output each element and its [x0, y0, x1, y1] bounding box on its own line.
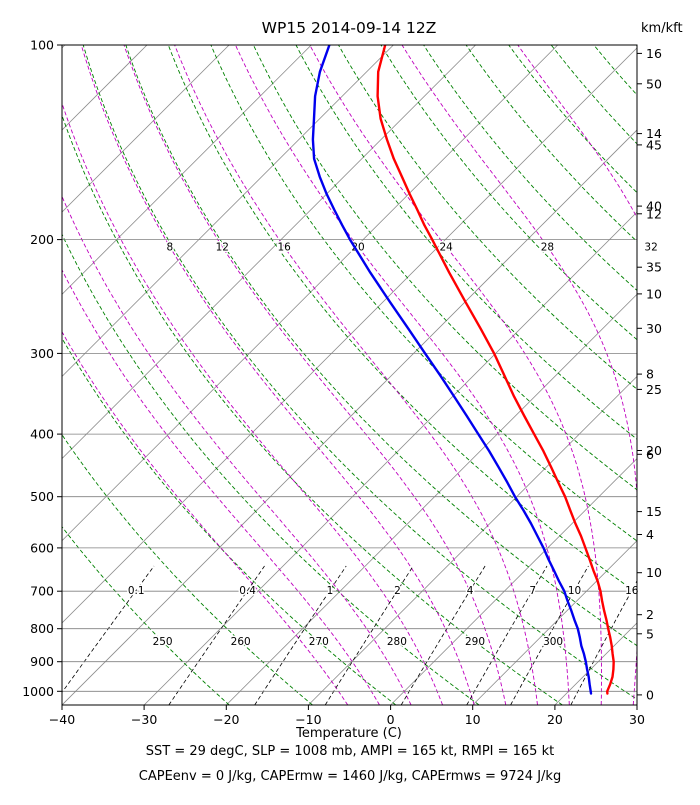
temp-tick-label-30: 30: [629, 712, 645, 727]
chart-title: WP15 2014-09-14 12Z: [262, 19, 437, 37]
temp-tick-label--10: −10: [295, 712, 321, 727]
dry-adiabat-label-280: 280: [387, 636, 407, 648]
pressure-tick-label-700: 700: [30, 584, 54, 599]
x-axis-label: Temperature (C): [295, 726, 402, 741]
moist-adiabat-36: [659, 45, 700, 705]
dry-adiabat-label-300: 300: [543, 636, 563, 648]
mixing-ratio-label-2: 2: [394, 585, 401, 597]
footer-line-1: SST = 29 degC, SLP = 1008 mb, AMPI = 165…: [146, 744, 554, 759]
dry-adiabat-label-290: 290: [465, 636, 485, 648]
mixing-ratio-label-0.4: 0.4: [239, 585, 256, 597]
mixing-ratio-label-4: 4: [467, 585, 474, 597]
height-km-2-label: 2: [646, 607, 654, 622]
height-kft-25-label: 25: [646, 382, 662, 397]
moist-adiabat-label-16: 16: [278, 242, 292, 254]
moist-adiabat-label-28: 28: [541, 242, 554, 254]
dry-adiabat-label-260: 260: [231, 636, 251, 648]
pressure-tick-label-800: 800: [30, 621, 54, 636]
moist-adiabat-label-24: 24: [440, 242, 454, 254]
pressure-tick-label-1000: 1000: [22, 684, 54, 699]
plot-background: [62, 45, 637, 705]
temp-tick-label-20: 20: [547, 712, 563, 727]
footer-line-2: CAPEenv = 0 J/kg, CAPErmw = 1460 J/kg, C…: [139, 769, 561, 784]
temp-tick-label--20: −20: [213, 712, 239, 727]
mixing-ratio-label-0.1: 0.1: [128, 585, 145, 597]
temp-tick-label--40: −40: [49, 712, 75, 727]
moist-adiabat-label-12: 12: [216, 242, 229, 254]
pressure-tick-label-600: 600: [30, 540, 54, 555]
height-kft-45-label: 45: [646, 137, 662, 152]
mixing-ratio-label-10: 10: [568, 585, 581, 597]
temp-tick-label--30: −30: [131, 712, 157, 727]
right-axis-header: km/kft: [641, 21, 683, 36]
height-kft-10-label: 10: [646, 565, 662, 580]
height-kft-30-label: 30: [646, 321, 662, 336]
pressure-tick-label-100: 100: [30, 38, 54, 53]
temp-tick-label-10: 10: [465, 712, 481, 727]
height-kft-15-label: 15: [646, 504, 662, 519]
height-kft-50-label: 50: [646, 76, 662, 91]
height-km-10-label: 10: [646, 286, 662, 301]
pressure-tick-label-500: 500: [30, 489, 54, 504]
mixing-ratio-label-1: 1: [327, 585, 334, 597]
height-km-0-label: 0: [646, 687, 654, 702]
pressure-tick-label-200: 200: [30, 232, 54, 247]
moist-adiabat-label-32: 32: [644, 242, 657, 254]
height-km-16-label: 16: [646, 46, 662, 61]
dry-adiabat-label-250: 250: [153, 636, 173, 648]
moist-adiabat-label-8: 8: [167, 242, 174, 254]
mixing-ratio-label-7: 7: [529, 585, 536, 597]
pressure-tick-label-900: 900: [30, 654, 54, 669]
pressure-tick-label-300: 300: [30, 346, 54, 361]
height-kft-35-label: 35: [646, 260, 662, 275]
height-kft-5-label: 5: [646, 626, 654, 641]
temp-tick-label-0: 0: [387, 712, 395, 727]
height-kft-40-label: 40: [646, 199, 662, 214]
pressure-tick-label-400: 400: [30, 427, 54, 442]
height-km-4-label: 4: [646, 527, 654, 542]
height-kft-20-label: 20: [646, 443, 662, 458]
height-km-8-label: 8: [646, 367, 654, 382]
dry-adiabat-label-270: 270: [309, 636, 329, 648]
isotherm--120: [0, 45, 65, 705]
dry-adiabat-440: [679, 45, 700, 705]
